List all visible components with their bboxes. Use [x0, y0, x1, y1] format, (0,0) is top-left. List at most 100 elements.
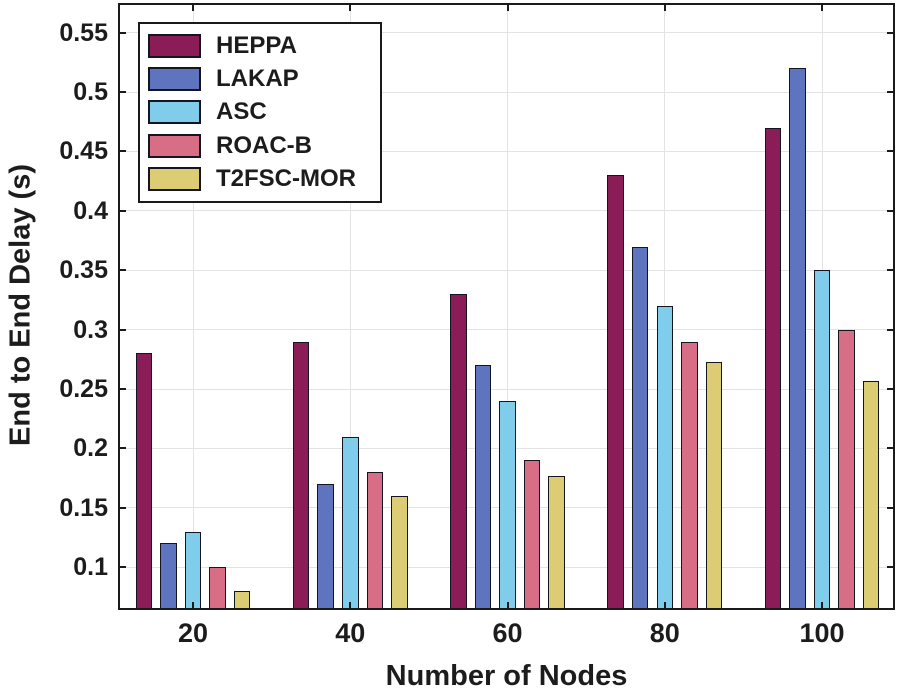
- legend-item-asc: ASC: [148, 99, 380, 125]
- legend-item-lakap: LAKAP: [148, 66, 380, 92]
- bar-lakap-20: [160, 543, 177, 610]
- bar-heppa-80: [607, 175, 624, 610]
- bar-t2fsc-mor-40: [391, 495, 408, 610]
- y-tick-left-0.15: [118, 506, 126, 509]
- y-tick-right-0.3: [887, 328, 895, 331]
- y-tick-right-0.45: [887, 150, 895, 153]
- y-tick-label-0.3: 0.3: [73, 315, 108, 344]
- y-tick-label-0.2: 0.2: [73, 434, 108, 463]
- h-gridline-0.3: [118, 329, 895, 331]
- legend-swatch-t2fsc-mor: [148, 166, 201, 191]
- h-gridline-0.35: [118, 269, 895, 271]
- v-gridline-60: [507, 3, 508, 610]
- h-gridline-0.45: [118, 150, 895, 152]
- y-tick-label-0.35: 0.35: [59, 256, 108, 285]
- y-tick-right-0.1: [887, 566, 895, 569]
- x-tick-bottom-100: [821, 602, 823, 610]
- y-tick-label-0.1: 0.1: [73, 553, 108, 582]
- legend-label-heppa: HEPPA: [216, 32, 297, 60]
- legend: HEPPA LAKAP ASC ROAC-B T2FSC-MOR: [138, 22, 382, 203]
- bar-heppa-40: [292, 341, 310, 610]
- x-tick-bottom-20: [192, 602, 194, 610]
- y-tick-label-0.25: 0.25: [59, 375, 108, 404]
- bar-lakap-100: [789, 68, 806, 610]
- bar-roac-b-60: [523, 460, 541, 610]
- y-tick-right-0.25: [887, 388, 895, 391]
- bars-layer: [118, 3, 895, 610]
- bar-roac-b-40: [366, 472, 384, 610]
- y-tick-left-0.45: [118, 150, 126, 153]
- x-tick-label-100: 100: [799, 618, 845, 648]
- h-gridline-0.55: [118, 32, 895, 34]
- legend-label-lakap: LAKAP: [216, 65, 299, 93]
- bar-t2fsc-mor-100: [862, 380, 880, 610]
- bar-asc-20: [184, 531, 202, 610]
- plot-area: [118, 3, 895, 610]
- y-tick-right-0.15: [887, 506, 895, 509]
- y-tick-left-0.1: [118, 566, 126, 569]
- x-tick-bottom-40: [349, 602, 352, 610]
- x-tick-top-100: [821, 3, 823, 11]
- bar-heppa-20: [135, 353, 153, 610]
- x-axis-label: Number of Nodes: [385, 660, 628, 692]
- x-tick-top-80: [663, 3, 666, 11]
- bar-asc-40: [342, 436, 359, 610]
- y-tick-right-0.5: [887, 91, 895, 94]
- legend-swatch-heppa: [148, 34, 201, 59]
- y-tick-right-0.55: [887, 31, 895, 34]
- y-tick-label-0.4: 0.4: [73, 196, 108, 225]
- y-tick-label-0.55: 0.55: [59, 18, 108, 47]
- y-tick-right-0.35: [887, 269, 895, 272]
- ticks-layer: [118, 3, 895, 610]
- legend-label-roac-b: ROAC-B: [216, 131, 312, 159]
- bar-asc-60: [499, 400, 516, 610]
- bar-roac-b-80: [681, 341, 698, 610]
- y-tick-left-0.4: [118, 209, 126, 212]
- legend-item-roac-b: ROAC-B: [148, 131, 380, 159]
- x-tick-top-60: [506, 3, 509, 11]
- y-tick-left-0.3: [118, 328, 126, 331]
- y-tick-left-0.5: [118, 91, 126, 94]
- h-gridline-0.4: [118, 210, 895, 212]
- bar-lakap-60: [474, 365, 492, 610]
- bar-roac-b-100: [838, 329, 855, 610]
- y-tick-label-0.45: 0.45: [59, 137, 108, 166]
- h-gridline-0.25: [118, 388, 895, 390]
- x-tick-label-60: 60: [492, 618, 523, 648]
- v-gridline-20: [192, 3, 194, 610]
- bar-asc-80: [656, 305, 673, 610]
- y-axis-label: End to End Delay (s): [4, 164, 37, 446]
- h-gridline-0.5: [118, 91, 895, 93]
- bar-lakap-40: [317, 484, 334, 610]
- x-tick-bottom-80: [663, 602, 666, 610]
- legend-label-asc: ASC: [216, 98, 267, 126]
- legend-swatch-asc: [148, 100, 201, 125]
- y-tick-left-0.25: [118, 388, 126, 391]
- legend-swatch-roac-b: [148, 133, 201, 158]
- legend-item-heppa: HEPPA: [148, 33, 380, 59]
- bar-roac-b-20: [209, 567, 226, 610]
- x-tick-bottom-60: [506, 602, 509, 610]
- bar-asc-100: [813, 270, 831, 610]
- bar-heppa-60: [450, 294, 467, 610]
- bar-t2fsc-mor-20: [233, 590, 251, 610]
- y-tick-left-0.2: [118, 447, 126, 450]
- x-tick-top-20: [192, 3, 194, 11]
- legend-label-t2fsc-mor: T2FSC-MOR: [216, 164, 356, 192]
- x-tick-label-20: 20: [177, 618, 209, 648]
- y-tick-label-0.15: 0.15: [59, 493, 108, 522]
- legend-item-t2fsc-mor: T2FSC-MOR: [148, 164, 380, 192]
- y-tick-right-0.2: [887, 447, 895, 450]
- y-tick-left-0.55: [118, 31, 126, 34]
- v-gridline-40: [349, 3, 351, 610]
- bar-lakap-80: [631, 246, 649, 610]
- x-tick-label-80: 80: [649, 618, 680, 648]
- bar-t2fsc-mor-60: [548, 475, 565, 610]
- bar-heppa-100: [764, 127, 782, 610]
- y-tick-left-0.35: [118, 269, 126, 272]
- y-tick-right-0.4: [887, 209, 895, 212]
- bar-t2fsc-mor-80: [705, 361, 723, 610]
- x-tick-top-40: [349, 3, 352, 11]
- y-tick-label-0.5: 0.5: [73, 78, 108, 107]
